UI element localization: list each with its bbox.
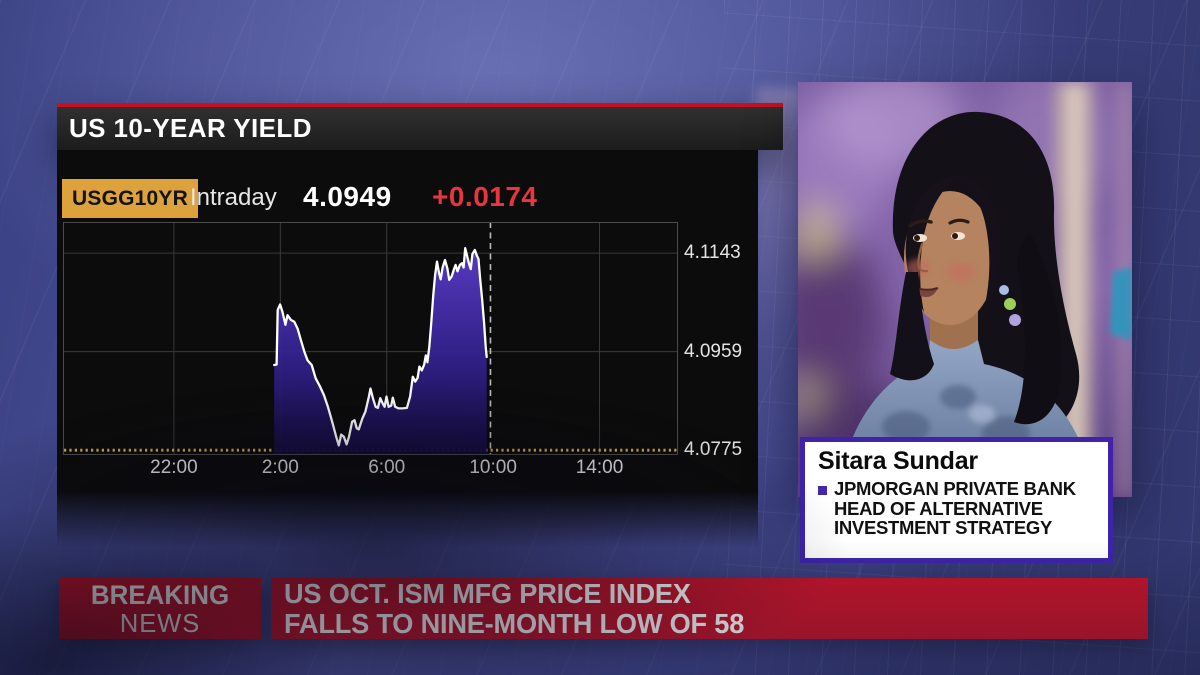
- x-tick-label: 14:00: [575, 457, 624, 478]
- y-tick-label: 4.1143: [684, 242, 741, 264]
- news-label: NEWS: [119, 607, 201, 638]
- x-tick-label: 6:00: [368, 457, 406, 478]
- x-axis-labels: 22:00 2:00 6:00 10:00 14:00: [63, 457, 678, 481]
- y-tick-label: 4.0959: [684, 340, 743, 362]
- breaking-label: BREAKING: [90, 579, 230, 610]
- quote-change-value: +0.0174: [432, 181, 538, 212]
- speaker-lower-third: Sitara Sundar JPMORGAN PRIVATE BANK HEAD…: [800, 437, 1113, 563]
- ticker-chip: USGG10YR: [62, 179, 198, 218]
- studio-light-column: [756, 88, 802, 508]
- quote-last-value: 4.0949: [303, 181, 392, 212]
- x-tick-label: 10:00: [469, 457, 517, 478]
- headline-line-2: FALLS TO NINE-MONTH LOW OF 58: [284, 607, 745, 639]
- speaker-illustration: [798, 82, 1132, 497]
- y-tick-label: 4.0775: [684, 439, 743, 461]
- quote-mode-label: Intraday: [190, 184, 277, 211]
- breaking-news-badge: BREAKING NEWS: [59, 578, 261, 639]
- yield-chart-plot: [63, 222, 678, 455]
- speaker-affiliation-line: INVESTMENT STRATEGY: [834, 517, 1053, 538]
- speaker-affiliation-line: HEAD OF ALTERNATIVE: [834, 497, 1043, 519]
- speaker-affiliation-line: JPMORGAN PRIVATE BANK: [818, 479, 1098, 499]
- bullet-square-icon: [818, 486, 827, 495]
- speaker-affiliation-text: JPMORGAN PRIVATE BANK: [834, 478, 1076, 499]
- chart-body-fade: [57, 491, 758, 547]
- speaker-video: [798, 82, 1132, 497]
- x-tick-label: 22:00: [150, 457, 198, 478]
- headline-banner: US OCT. ISM MFG PRICE INDEX FALLS TO NIN…: [271, 578, 1148, 639]
- headline-line-1: US OCT. ISM MFG PRICE INDEX: [284, 578, 691, 609]
- y-axis-labels: 4.1143 4.0959 4.0775: [684, 222, 759, 460]
- speaker-affiliation: JPMORGAN PRIVATE BANK HEAD OF ALTERNATIV…: [818, 479, 1098, 538]
- speaker-name: Sitara Sundar: [818, 447, 978, 475]
- x-tick-label: 2:00: [261, 457, 299, 478]
- chart-title-bar: US 10-YEAR YIELD: [57, 103, 783, 150]
- chart-title: US 10-YEAR YIELD: [69, 113, 312, 143]
